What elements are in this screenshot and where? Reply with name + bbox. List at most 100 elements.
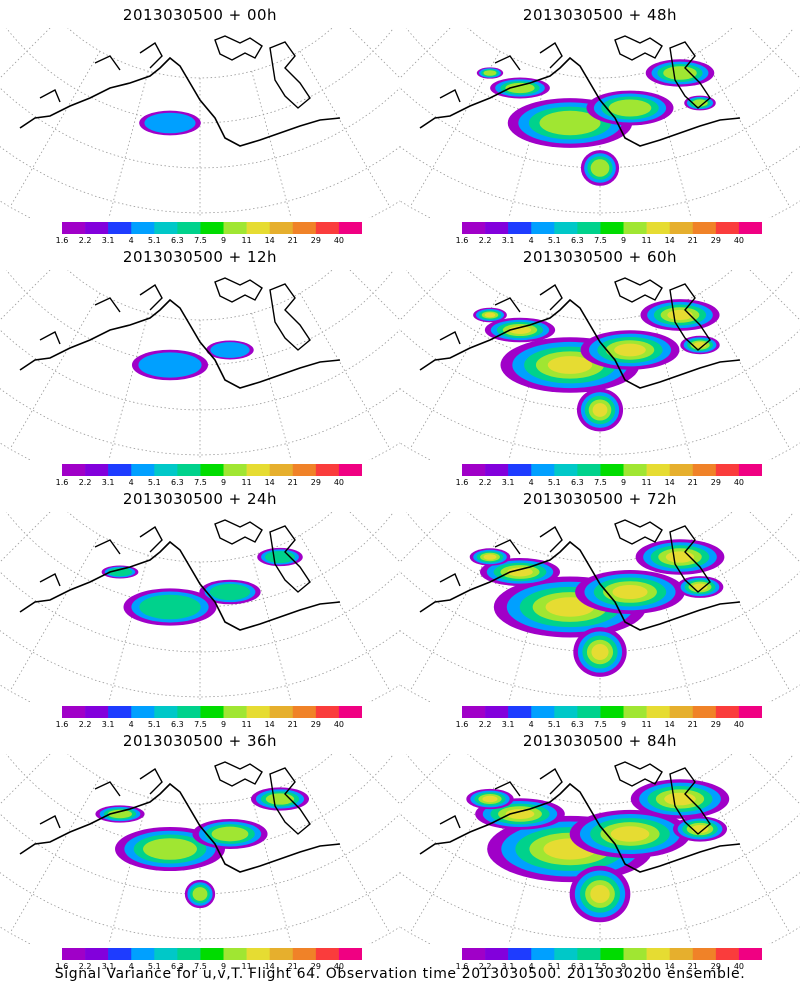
colorbar-swatch [485,706,509,718]
meridian-line [0,754,51,805]
colorbar-label: 4 [528,962,534,971]
colorbar-label: 4 [128,478,134,487]
variance-region [206,340,254,360]
coastline [419,56,741,147]
colorbar-swatch [200,464,224,476]
colorbar-label: 21 [287,962,298,971]
colorbar-swatch [577,706,601,718]
coastline [39,41,163,103]
colorbar-swatch [646,948,670,960]
colorbar-swatch [485,222,509,234]
latitude-line [400,329,800,411]
colorbar-swatch [338,464,362,476]
colorbar-label: 4 [128,962,134,971]
colorbar-swatch [646,222,670,234]
latitude-line [67,28,333,79]
meridian-line [9,535,101,692]
meridian-line [0,512,51,563]
variance-region [199,579,261,605]
panel-title: 2013030500 + 36h [122,732,278,750]
meridian-line [349,512,400,563]
coastline [39,283,163,345]
colorbar-swatch [62,948,86,960]
variance-region [466,788,514,810]
colorbar-swatch [200,222,224,234]
variance-region [640,299,720,331]
colorbar-label: 7.5 [194,962,207,971]
colorbar-swatch [315,948,340,960]
colorbar-label: 2.2 [78,720,92,729]
panel-title: 2013030500 + 84h [522,732,678,750]
colorbar-label: 4 [528,720,534,729]
meridian-line [400,28,451,79]
colorbar-label: 5.1 [147,962,161,971]
arctic-islands [614,519,711,593]
latitude-line [400,813,800,895]
meridian-line [251,71,292,218]
meridian-line [251,797,292,944]
meridian-line [400,512,427,552]
colorbar-swatch [554,706,578,718]
colorbar-label: 21 [687,962,698,971]
variance-region [672,816,728,842]
colorbar-swatch [508,948,532,960]
colorbar-swatch [623,222,647,234]
colorbar-swatch [715,948,740,960]
colorbar-swatch [531,948,555,960]
colorbar-swatch [292,222,317,234]
colorbar-swatch [692,706,717,718]
colorbar-label: 7.5 [194,478,207,487]
map-panel: 2013030500 + 48h 1.6 2.2 3.1 4 5.1 6.3 7.5 9 11 14… [400,0,800,248]
variance-region [257,547,303,567]
meridian-line [400,270,427,310]
colorbar-label: 11 [241,720,252,729]
colorbar-label: 40 [333,962,345,971]
arctic-islands [214,761,311,835]
meridian-line [400,28,427,68]
arctic-islands [614,761,711,835]
meridian-line [749,512,800,563]
colorbar-label: 6.3 [171,962,184,971]
variance-region [635,539,725,575]
latitude-line [400,87,800,169]
latitude-line [67,754,333,805]
meridian-line [9,293,101,450]
colorbar-label: 11 [241,236,252,245]
map-panel: 2013030500 + 12h 1.6 2.2 3.1 4 5.1 6.3 7.5 9 11 14… [0,242,400,490]
colorbar-label: 1.6 [455,962,469,971]
meridian-line [373,270,400,310]
variance-region [184,879,216,909]
meridian-line [749,28,800,79]
colorbar-swatch [315,464,340,476]
colorbar-swatch [600,222,624,234]
colorbar-label: 2.2 [478,720,492,729]
colorbar-label: 3.1 [101,236,115,245]
colorbar-swatch [177,464,201,476]
latitude-line [0,146,400,214]
colorbar-swatch [738,464,762,476]
map-panel: 2013030500 + 36h 1.6 2.2 3.1 4 5.1 6.3 7.5 9 11 14… [0,726,400,974]
variance-region [490,77,550,99]
colorbar-label: 21 [687,478,698,487]
colorbar-swatch [600,706,624,718]
colorbar-swatch [646,464,670,476]
colorbar-label: 3.1 [101,720,115,729]
variance-region [645,59,715,87]
colorbar-label: 1.6 [455,720,469,729]
colorbar-swatch [462,222,486,234]
colorbar-label: 5.1 [547,962,561,971]
arctic-islands [214,277,311,351]
latitude-line [67,512,333,563]
colorbar-label: 2.2 [478,236,492,245]
colorbar-swatch [508,464,532,476]
colorbar-swatch [738,948,762,960]
colorbar-label: 7.5 [594,478,607,487]
colorbar-label: 9 [220,478,227,487]
meridian-line [0,754,27,794]
meridian-line [251,313,292,460]
colorbar-swatch [246,948,270,960]
map-panel: 2013030500 + 60h 1.6 2.2 3.1 4 5.1 6.3 7.5 9 11 14… [400,242,800,490]
polar-map [400,512,800,702]
colorbar-swatch [577,464,601,476]
colorbar-swatch [600,464,624,476]
